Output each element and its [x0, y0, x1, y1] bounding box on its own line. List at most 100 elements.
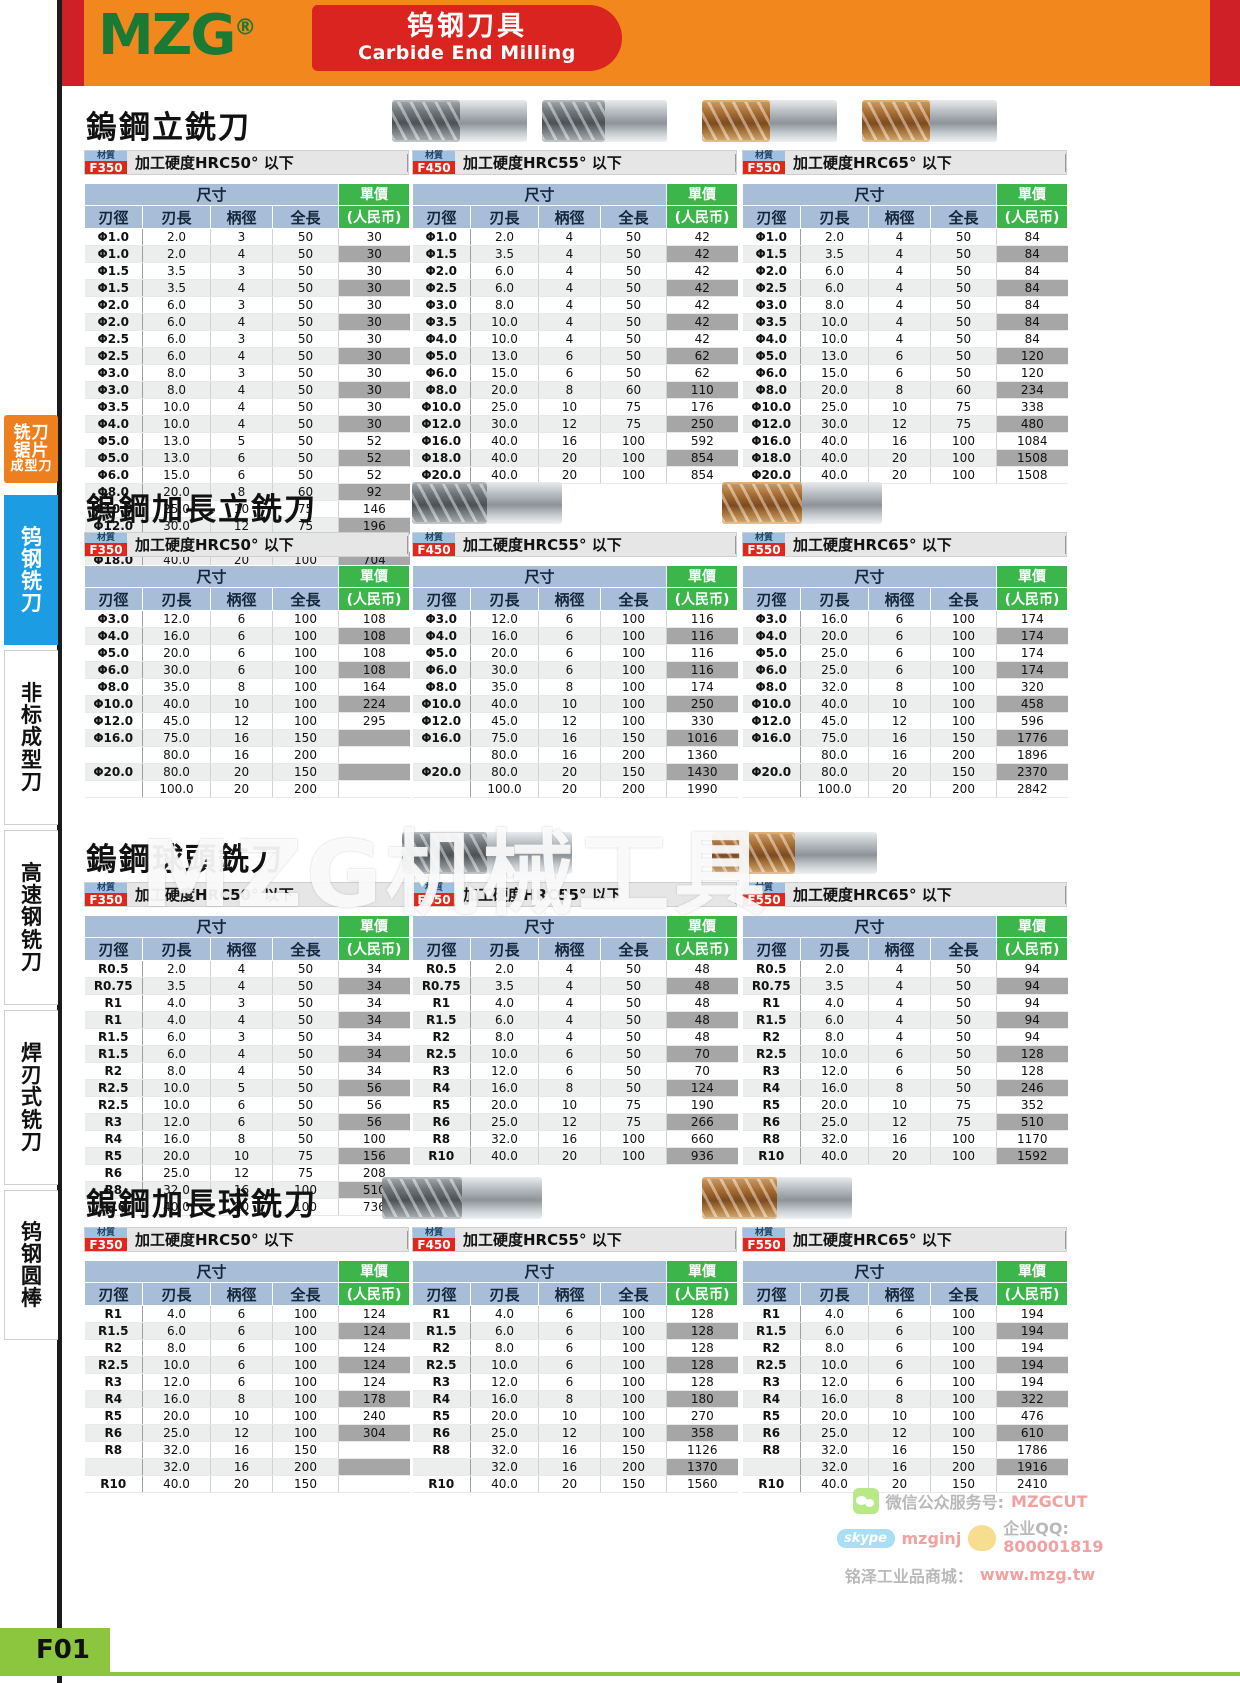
table-row: R8 32.0 16 100 1170	[742, 1130, 1068, 1148]
cell-price: 304	[338, 1424, 410, 1442]
material-grade-bar-f450: 材質 F450 加工硬度HRC55° 以下	[412, 150, 737, 175]
spec-table-f350: 尺寸 單價 刃徑 刃長 柄徑 全長 (人民币) R1 4.0 6 100 124 R1.5 6.0 6 100…	[83, 1260, 411, 1493]
cell-dimension: 6	[868, 1339, 931, 1357]
sidebar-item-carbide-mill[interactable]: 钨钢铣刀	[4, 495, 58, 645]
cell-dimension: 6.0	[142, 313, 211, 331]
cell-diameter: R0.75	[412, 977, 471, 995]
table-row: Φ6.0 15.0 6 50 62	[412, 364, 738, 382]
cell-dimension: 6	[538, 644, 601, 662]
spec-table-f450: 尺寸 單價 刃徑 刃長 柄徑 全長 (人民币) R0.5 2.0 4 50 48 R0.75 3.5 4 50…	[411, 915, 739, 1165]
cell-dimension: 10.0	[142, 398, 211, 416]
cell-dimension: 4	[538, 977, 601, 995]
cell-price: 128	[666, 1322, 738, 1340]
sidebar-item-milling-saw[interactable]: 铣刀 锯片 成型刀	[4, 415, 58, 483]
table-row: Φ4.0 10.0 4 50 42	[412, 330, 738, 348]
cell-price: 234	[996, 381, 1068, 399]
cell-dimension: 50	[600, 1011, 668, 1029]
table-row: Φ3.0 8.0 4 50 84	[742, 296, 1068, 314]
cell-dimension: 100	[272, 1407, 340, 1425]
table-row: Φ6.0 25.0 6 100 174	[742, 661, 1068, 679]
cell-diameter: Φ16.0	[742, 729, 801, 747]
sidebar-item-nonstandard-form[interactable]: 非标成型刀	[4, 650, 58, 825]
cell-dimension: 45.0	[800, 712, 869, 730]
sidebar-item-label: 钢	[21, 905, 42, 930]
cell-dimension: 8	[210, 483, 273, 501]
cell-dimension: 13.0	[800, 347, 869, 365]
sidebar-item-sublabel: 成型刀	[10, 459, 53, 475]
material-grade-code: F350	[85, 893, 127, 906]
cell-diameter: R0.75	[84, 977, 143, 995]
cell-dimension: 6	[868, 1062, 931, 1080]
cell-dimension: 75	[600, 1113, 668, 1131]
cell-dimension: 6	[538, 1322, 601, 1340]
sidebar-item-hss-mill[interactable]: 高速钢铣刀	[4, 830, 58, 1005]
cell-dimension: 50	[600, 364, 668, 382]
cell-dimension: 100	[272, 1198, 340, 1216]
cell-dimension: 6	[210, 610, 273, 628]
column-header-shank-dia: 柄徑	[210, 205, 273, 229]
column-group-price: 單價	[666, 915, 739, 938]
cell-dimension: 16	[868, 746, 931, 764]
cell-diameter: Φ4.0	[84, 627, 143, 645]
cell-dimension: 4	[868, 1011, 931, 1029]
cell-dimension: 200	[930, 746, 998, 764]
table-row: R1.5 6.0 4 50 94	[742, 1011, 1068, 1029]
sidebar-item-label: 钨	[21, 524, 42, 549]
table-row: R5 20.0 10 75 156	[84, 1147, 410, 1165]
cell-dimension: 8.0	[142, 1062, 211, 1080]
cell-dimension: 150	[272, 1441, 340, 1459]
cell-price: 266	[666, 1113, 738, 1131]
cell-price: 48	[666, 1011, 738, 1029]
sidebar-item-brazed-mill[interactable]: 焊刃式铣刀	[4, 1010, 58, 1185]
cell-dimension: 100.0	[470, 780, 539, 798]
column-group-price: 單價	[338, 183, 411, 206]
cell-dimension: 100	[600, 610, 668, 628]
table-row: R10 40.0 20 100 1592	[742, 1147, 1068, 1165]
cell-dimension: 6	[868, 1322, 931, 1340]
cell-diameter: Φ5.0	[742, 347, 801, 365]
cell-diameter: R10	[412, 1147, 471, 1165]
cell-diameter: Φ1.5	[84, 279, 143, 297]
table-row: Φ1.0 2.0 3 50 30	[84, 228, 410, 246]
cell-dimension: 45.0	[142, 712, 211, 730]
cell-dimension: 50	[272, 1028, 340, 1046]
cell-dimension: 40.0	[470, 449, 539, 467]
material-tag-label: 材質	[413, 1228, 455, 1238]
column-header-shank-dia: 柄徑	[868, 937, 931, 961]
cell-price: 1508	[996, 466, 1068, 484]
cell-diameter: R5	[84, 1407, 143, 1425]
cell-dimension: 150	[600, 1475, 668, 1493]
table-row: R6 25.0 12 75 510	[742, 1113, 1068, 1131]
cell-dimension: 3.5	[800, 977, 869, 995]
cell-dimension: 6	[538, 1062, 601, 1080]
tool-shank-image	[767, 100, 837, 142]
cell-diameter: Φ10.0	[84, 695, 143, 713]
cell-diameter: Φ6.0	[412, 661, 471, 679]
column-header-flute-len: 刃長	[800, 205, 869, 229]
cell-dimension: 6.0	[800, 262, 869, 280]
tool-shank-image	[459, 1177, 542, 1219]
column-group-dimensions: 尺寸	[83, 1260, 340, 1283]
cell-dimension: 8.0	[470, 1028, 539, 1046]
cell-dimension: 100	[600, 1373, 668, 1391]
cell-price: 330	[666, 712, 738, 730]
tool-cutting-head-image	[402, 832, 487, 874]
section-header: 鎢鋼球頭銑刀	[62, 830, 1240, 882]
sidebar-item-carbide-rod[interactable]: 钨钢圆棒	[4, 1190, 58, 1340]
cell-price: 34	[338, 1011, 410, 1029]
cell-dimension: 4	[210, 381, 273, 399]
cell-dimension: 8.0	[142, 1339, 211, 1357]
cell-price: 270	[666, 1407, 738, 1425]
cell-dimension: 10.0	[470, 330, 539, 348]
table-row: Φ1.0 2.0 4 50 84	[742, 228, 1068, 246]
spec-tables: 尺寸 單價 刃徑 刃長 柄徑 全長 (人民币) Φ3.0 12.0 6 100 108 Φ4.0 16.0…	[62, 565, 1240, 807]
cell-dimension: 4.0	[470, 994, 539, 1012]
cell-diameter: R6	[412, 1113, 471, 1131]
table-row: Φ10.0 40.0 10 100 224	[84, 695, 410, 713]
cell-dimension: 75.0	[470, 729, 539, 747]
cell-dimension: 2.0	[142, 228, 211, 246]
cell-dimension: 16	[538, 746, 601, 764]
cell-dimension: 32.0	[800, 1458, 869, 1476]
table-row: R1 4.0 3 50 34	[84, 994, 410, 1012]
column-header-total-len: 全長	[929, 937, 998, 961]
